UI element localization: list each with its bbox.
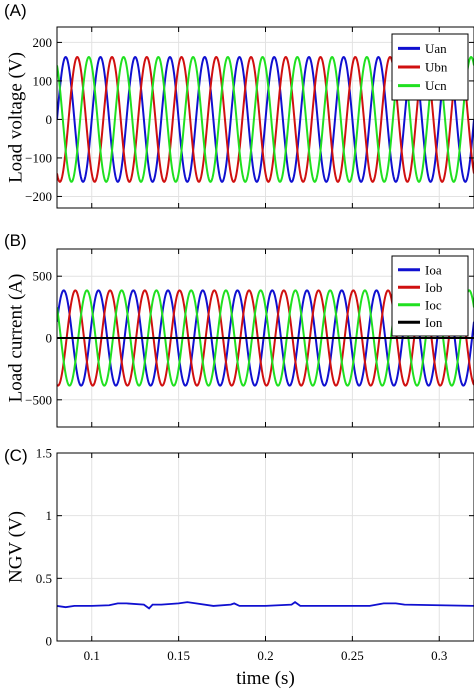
legend: Uan Ubn Ucn: [391, 33, 469, 101]
y-tick-label: 0: [46, 112, 53, 127]
panel-label: (B): [4, 231, 27, 250]
series-line-iob: [57, 289, 474, 387]
legend-label-iob: Iob: [425, 280, 442, 295]
y-tick-label: −200: [25, 189, 52, 204]
legend-label-ioa: Ioa: [425, 262, 442, 277]
panel-2: −500 0 500 Load current (A) (B) Ioa Iob Ioc Ion: [4, 231, 474, 428]
x-axis-label: time (s): [236, 668, 295, 689]
legend-label-ucn: Ucn: [425, 78, 447, 93]
y-tick-label: −100: [25, 150, 52, 165]
legend-label-ubn: Ubn: [425, 60, 448, 75]
x-tick-label: 0.2: [257, 648, 273, 663]
x-tick-label: 0.15: [167, 648, 190, 663]
y-tick-label: 1.5: [36, 446, 52, 461]
y-tick-label: −500: [25, 392, 52, 407]
x-tick-label: 0.3: [431, 648, 447, 663]
series-line-ubn: [57, 56, 474, 183]
y-axis-label: NGV (V): [6, 511, 27, 583]
y-tick-label: 1: [46, 508, 53, 523]
panel-1: −200 −100 0 100 200 Load voltage (V) (A) Uan Ubn…: [4, 1, 474, 209]
grid-lines: [57, 452, 474, 642]
legend: Ioa Iob Ioc Ion: [391, 255, 469, 337]
y-axis-label: Load current (A): [6, 274, 27, 403]
panel-label: (C): [4, 446, 28, 465]
y-tick-label: 0: [46, 634, 53, 649]
y-tick-label: 200: [33, 35, 53, 50]
y-tick-label: 0.5: [36, 571, 52, 586]
legend-label-ioc: Ioc: [425, 297, 442, 312]
panel-label: (A): [4, 1, 27, 20]
series-line-uan: [57, 56, 474, 183]
y-tick-label: 500: [33, 269, 53, 284]
legend-label-ion: Ion: [425, 315, 443, 330]
series-group: [57, 601, 474, 610]
y-tick-label: 0: [46, 331, 53, 346]
legend-label-uan: Uan: [425, 41, 447, 56]
x-tick-label: 0.25: [341, 648, 364, 663]
y-tick-label: 100: [33, 73, 53, 88]
y-axis-label: Load voltage (V): [6, 52, 27, 183]
series-line-ngv: [57, 601, 474, 610]
x-tick-label: 0.1: [84, 648, 100, 663]
panel-3: 0 0.5 1 1.5 0.1 0.15 0.2 0.25 0.3 NGV (V) time (s)…: [4, 446, 474, 689]
